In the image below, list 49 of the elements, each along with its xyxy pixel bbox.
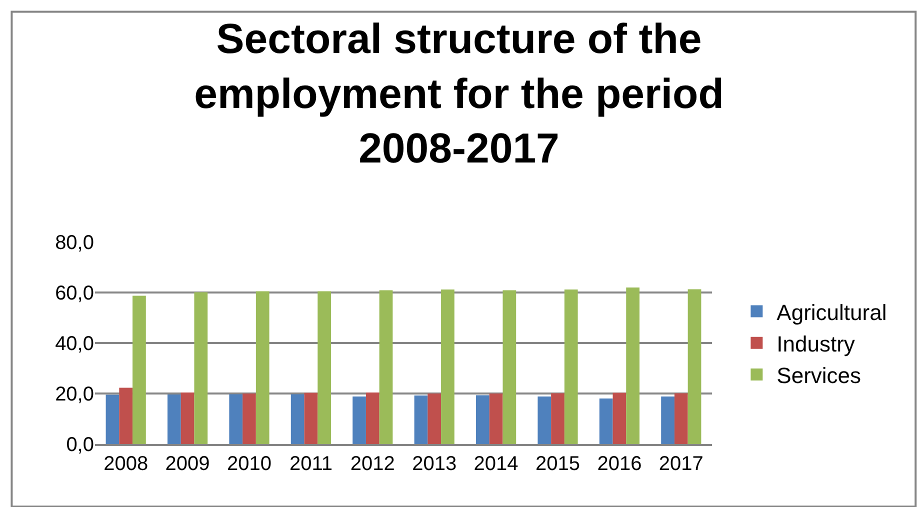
x-tick-label: 2009 [165,453,210,475]
bar [688,289,702,444]
x-tick-label: 2015 [536,453,580,475]
x-tick-label: 2017 [658,453,704,475]
bar [626,287,640,444]
x-tick-label: 2011 [289,453,332,475]
bar [106,394,120,444]
bar [564,289,578,444]
x-tick-label: 2013 [412,453,457,475]
x-tick-label: 2008 [104,453,148,475]
bar [674,393,688,444]
bar [180,392,194,444]
bar [194,292,208,444]
bar [242,394,256,444]
bar [612,392,626,444]
y-tick-label: 60,0 [55,282,94,304]
bar [290,394,304,444]
bar [168,394,181,444]
bar [476,395,490,444]
bar [366,392,380,444]
bar [229,394,243,444]
legend-label: Services [776,363,862,388]
legend-label: Industry [776,331,855,356]
bar [256,291,270,444]
x-tick-label: 2012 [350,453,395,475]
bar [428,394,442,444]
bar [599,398,613,444]
chart-title: Sectoral structure of the employment for the period 2008-2017 [194,15,724,172]
bar [441,289,454,444]
bar [379,290,393,444]
y-tick-label: 20,0 [55,384,94,406]
bar [318,291,331,444]
bar [551,393,564,444]
bar [119,388,133,444]
bar [352,396,366,444]
bar [538,396,552,444]
legend-label: Agricultural [776,300,887,325]
bar [132,296,146,444]
bar [414,396,428,444]
x-tick-label: 2010 [227,453,272,475]
bar [489,394,503,444]
x-tick-label: 2014 [474,453,518,475]
y-tick-label: 0,0 [66,434,94,456]
y-tick-label: 40,0 [55,333,94,355]
bar [502,290,516,444]
bar [304,392,318,444]
y-tick-label: 80,0 [55,232,94,254]
bar [661,396,674,444]
x-tick-label: 2016 [597,453,642,475]
